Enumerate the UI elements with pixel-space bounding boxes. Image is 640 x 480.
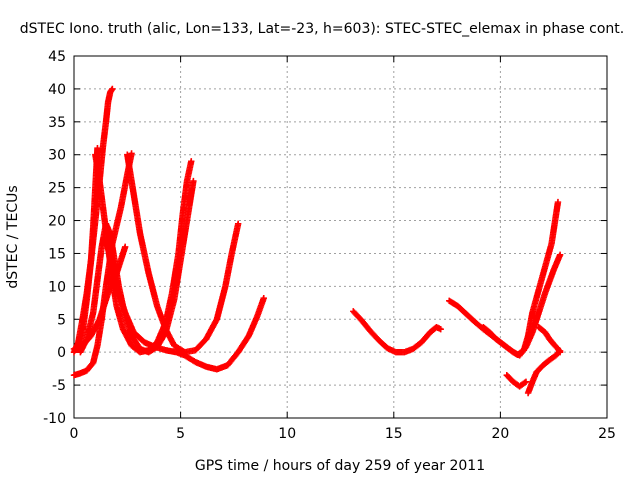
series-14 — [535, 323, 564, 356]
x-tick-label: 0 — [70, 426, 79, 442]
x-tick-label: 20 — [491, 426, 509, 442]
x-tick-label: 25 — [598, 426, 616, 442]
series-7 — [124, 151, 242, 356]
series-13 — [524, 347, 564, 397]
y-tick-label: 30 — [48, 148, 66, 164]
data-point — [188, 158, 195, 165]
grid — [74, 56, 607, 418]
data-point — [128, 150, 135, 157]
x-axis-label: GPS time / hours of day 259 of year 2011 — [195, 458, 485, 474]
y-tick-label: 20 — [48, 214, 66, 230]
y-tick-label: 15 — [48, 246, 66, 262]
data-point — [437, 325, 444, 333]
x-tick-label: 15 — [385, 426, 403, 442]
series-11 — [480, 251, 564, 359]
chart-title: dSTEC Iono. truth (alic, Lon=133, Lat=-2… — [20, 21, 624, 37]
series-9 — [350, 308, 444, 356]
x-tick-label: 5 — [176, 426, 185, 442]
y-tick-label: -5 — [52, 378, 66, 394]
series-8 — [102, 237, 267, 373]
y-tick-label: 10 — [48, 279, 66, 295]
axis-ticks: 0 5 10 15 20 25 -10 -5 0 5 10 15 20 25 30 35 40 45 — [43, 49, 616, 442]
series-12 — [503, 372, 530, 390]
y-tick-label: -10 — [43, 411, 66, 427]
y-tick-label: 35 — [48, 115, 66, 131]
data-point — [522, 378, 530, 385]
y-tick-label: 5 — [57, 312, 66, 328]
data-point — [94, 144, 101, 152]
data-point — [556, 251, 564, 258]
data-point — [521, 379, 528, 386]
data-point — [556, 348, 564, 356]
y-tick-label: 40 — [48, 82, 66, 98]
data-point — [554, 198, 562, 206]
y-axis-label: dSTEC / TECUs — [5, 185, 21, 288]
data-point — [109, 85, 116, 93]
data-point — [260, 295, 267, 302]
data-point — [190, 177, 197, 185]
y-tick-label: 0 — [57, 345, 66, 361]
y-tick-label: 45 — [48, 49, 66, 65]
data-marks — [70, 85, 564, 397]
x-tick-label: 10 — [278, 426, 296, 442]
plot-frame — [73, 55, 608, 419]
data-point — [234, 220, 242, 228]
data-point — [121, 243, 129, 251]
y-tick-label: 25 — [48, 181, 66, 197]
